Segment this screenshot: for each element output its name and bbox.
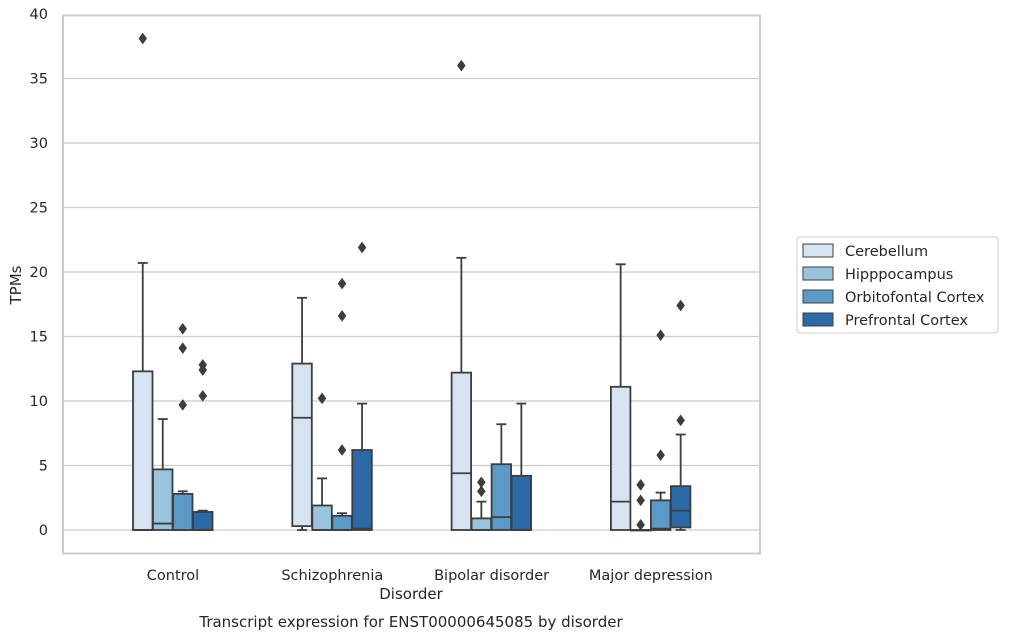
outlier-point xyxy=(357,241,367,254)
box-1-1 xyxy=(311,392,333,531)
box-body xyxy=(510,474,533,531)
box-0-2 xyxy=(172,322,194,531)
y-tick-label: 20 xyxy=(30,265,48,281)
legend-swatch xyxy=(802,289,834,304)
outlier-point xyxy=(317,392,327,405)
box-body xyxy=(670,485,692,529)
legend-label: Prefrontal Cortex xyxy=(845,313,968,329)
box-body xyxy=(490,463,513,531)
box-0-1 xyxy=(152,418,174,531)
box-3-1 xyxy=(630,478,652,532)
box-body xyxy=(650,499,672,531)
box-body xyxy=(610,385,632,531)
y-tick-label: 40 xyxy=(30,7,48,23)
box-body xyxy=(470,517,493,531)
y-tick-label: 10 xyxy=(30,394,48,410)
box-2-1 xyxy=(470,476,493,531)
legend-swatch xyxy=(802,266,834,281)
outlier-point xyxy=(636,478,645,491)
outlier-point xyxy=(477,476,486,489)
box-1-2 xyxy=(331,277,353,531)
box-2-3 xyxy=(510,402,533,531)
legend-frame xyxy=(796,236,999,334)
box-body xyxy=(311,504,333,531)
outlier-point xyxy=(676,299,685,312)
box-0-3 xyxy=(192,358,214,531)
outlier-point xyxy=(198,358,208,371)
box-body xyxy=(192,511,214,531)
x-tick-label: Control xyxy=(147,568,199,584)
box-1-3 xyxy=(351,241,373,531)
outlier-point xyxy=(337,309,347,322)
x-tick-label: Schizophrenia xyxy=(281,568,383,584)
legend-label: Hipppocampus xyxy=(845,267,953,283)
legend-swatch xyxy=(802,243,834,258)
chart-caption: Transcript expression for ENST0000064508… xyxy=(198,613,623,631)
outlier-point xyxy=(636,494,645,507)
legend-label: Orbitofontal Cortex xyxy=(845,290,985,306)
x-tick-label: Major depression xyxy=(589,568,713,584)
box-body xyxy=(351,449,373,531)
outlier-point xyxy=(138,32,148,45)
boxes xyxy=(132,32,692,532)
y-axis-label: TPMs xyxy=(7,265,25,305)
box-1-0 xyxy=(291,296,313,531)
legend-label: Cerebellum xyxy=(845,244,928,260)
outlier-point xyxy=(178,322,188,335)
box-body xyxy=(291,362,313,528)
y-tick-label: 0 xyxy=(39,523,48,539)
gridlines xyxy=(63,77,760,531)
outlier-point xyxy=(656,329,665,342)
box-body xyxy=(132,370,154,531)
box-body xyxy=(152,468,174,531)
y-tick-label: 35 xyxy=(30,72,48,88)
outlier-point xyxy=(337,277,347,290)
outlier-point xyxy=(337,444,347,456)
x-tick-labels: Control Schizophrenia Bipolar disorder Majo… xyxy=(147,568,713,584)
legend-items: Cerebellum Hipppocampus Orbitofontal Corte… xyxy=(802,243,985,329)
box-3-3 xyxy=(670,299,692,531)
y-tick-label: 15 xyxy=(30,330,48,346)
outlier-point xyxy=(178,342,188,355)
y-tick-labels: 0 5 10 15 20 25 30 35 40 xyxy=(30,7,48,539)
outlier-point xyxy=(477,485,486,498)
outlier-point xyxy=(198,389,208,402)
legend-swatch xyxy=(802,312,834,327)
outlier-point xyxy=(656,449,665,462)
outlier-point xyxy=(178,398,188,411)
box-0-0 xyxy=(132,32,154,531)
outlier-point xyxy=(676,414,685,427)
legend: Cerebellum Hipppocampus Orbitofontal Corte… xyxy=(796,236,999,334)
outlier-point xyxy=(636,518,645,531)
x-axis-label: Disorder xyxy=(379,585,443,603)
y-tick-label: 5 xyxy=(39,459,48,475)
outlier-point xyxy=(457,59,466,72)
box-3-0 xyxy=(610,263,632,531)
box-2-2 xyxy=(490,423,513,531)
box-body xyxy=(450,371,473,531)
y-tick-label: 25 xyxy=(30,201,48,217)
box-body xyxy=(331,514,353,531)
box-2-0 xyxy=(450,59,473,531)
box-3-2 xyxy=(650,329,672,531)
box-body xyxy=(172,492,194,531)
plot-frame xyxy=(62,14,761,555)
y-tick-label: 30 xyxy=(30,136,48,152)
x-tick-label: Bipolar disorder xyxy=(434,568,549,584)
